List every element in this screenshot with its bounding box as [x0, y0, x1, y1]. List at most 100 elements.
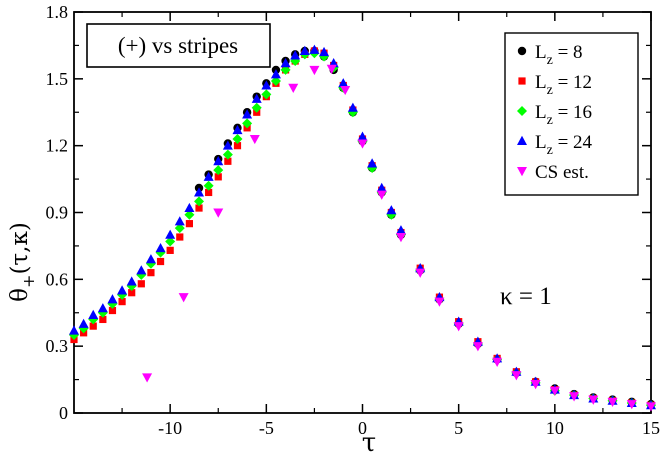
data-point — [434, 297, 445, 307]
legend-label: Lz = 12 — [535, 72, 592, 98]
data-point — [395, 233, 406, 243]
data-point — [224, 157, 232, 165]
y-axis-title-main: θ — [7, 288, 33, 302]
legend-marker — [518, 77, 526, 85]
legend-marker — [517, 167, 527, 177]
data-point — [176, 233, 184, 241]
data-point — [338, 78, 349, 88]
x-tick-label: 10 — [546, 418, 564, 438]
data-point — [117, 285, 128, 295]
y-tick-label: 0.9 — [46, 203, 69, 223]
data-point — [588, 395, 599, 405]
y-tick-label: 0.6 — [46, 269, 69, 289]
data-point — [194, 187, 205, 197]
y-tick-label: 0.3 — [46, 336, 69, 356]
legend-marker — [517, 46, 527, 56]
x-tick-label: 15 — [642, 418, 660, 438]
data-point — [156, 257, 165, 266]
data-point — [280, 64, 291, 75]
data-point — [376, 182, 387, 192]
data-point — [155, 242, 166, 253]
data-point — [251, 102, 262, 113]
data-point — [646, 402, 656, 412]
legend-marker — [517, 106, 527, 116]
legend-frame — [504, 32, 639, 196]
annotation-box-text: (+) vs stripes — [118, 33, 238, 58]
svg-text:θ+(τ,κ): θ+(τ,κ) — [7, 222, 38, 302]
y-tick-label: 0 — [59, 403, 68, 423]
data-point — [174, 223, 185, 234]
y-axis-title-sub: + — [19, 275, 38, 288]
data-point — [249, 134, 260, 145]
data-point — [511, 371, 522, 381]
data-point — [128, 289, 136, 297]
data-point — [280, 58, 291, 68]
data-point — [185, 220, 193, 228]
data-point — [214, 173, 222, 181]
data-point — [166, 246, 174, 254]
data-point — [569, 392, 580, 402]
data-point — [261, 80, 272, 90]
data-point — [145, 254, 156, 264]
data-point — [357, 131, 368, 141]
data-point — [213, 165, 224, 176]
data-point — [251, 93, 262, 103]
x-tick-label: -5 — [259, 418, 274, 438]
data-point — [222, 149, 233, 160]
data-point — [213, 208, 224, 218]
data-point — [233, 142, 242, 150]
x-tick-label: 5 — [454, 418, 463, 438]
data-point — [203, 180, 214, 191]
data-point — [232, 124, 243, 135]
data-point — [97, 303, 108, 313]
data-point — [99, 315, 107, 324]
data-point — [415, 268, 426, 278]
data-point — [340, 85, 351, 96]
data-point — [126, 276, 137, 286]
data-point — [242, 109, 253, 119]
data-point — [309, 65, 320, 76]
data-point — [194, 196, 205, 207]
y-axis-title: θ+(τ,κ) — [7, 222, 38, 302]
data-point — [288, 83, 299, 93]
data-point — [107, 294, 118, 304]
data-point — [108, 306, 117, 315]
data-point — [136, 265, 147, 275]
data-point — [376, 190, 387, 200]
legend-label: CS est. — [535, 162, 589, 183]
y-axis-title-args: (τ,κ) — [7, 222, 33, 274]
annotation-box: (+) vs stripes — [86, 23, 271, 68]
data-point — [165, 229, 176, 239]
data-point — [261, 89, 272, 100]
data-point — [178, 293, 189, 303]
data-point — [203, 171, 214, 181]
data-point — [347, 102, 358, 112]
legend-label: Lz = 16 — [535, 102, 592, 128]
x-tick-label: 0 — [358, 418, 367, 438]
data-points — [69, 44, 656, 412]
data-point — [549, 386, 560, 396]
data-point — [270, 69, 281, 79]
legend-label: Lz = 24 — [535, 132, 593, 158]
data-point — [242, 118, 253, 129]
data-point — [195, 204, 203, 212]
data-point — [174, 216, 185, 226]
data-point — [184, 202, 195, 213]
legend-items: Lz = 8 Lz = 12 Lz = 16 Lz = 24 CS est. — [517, 42, 593, 183]
data-point — [137, 280, 145, 288]
axis-ticks: -10 -5 0 5 10 15 0 0.3 0.6 0.9 1.2 1.5 1.8 — [46, 2, 661, 438]
data-point — [213, 156, 224, 166]
data-point — [530, 380, 541, 390]
data-point — [357, 139, 368, 149]
data-point — [472, 342, 483, 352]
data-point — [142, 373, 153, 383]
x-axis-title: τ — [362, 428, 376, 458]
data-point — [299, 45, 310, 55]
data-point — [607, 397, 618, 408]
data-point — [492, 357, 503, 367]
data-point — [69, 325, 79, 335]
legend: Lz = 8 Lz = 12 Lz = 16 Lz = 24 CS est. — [504, 32, 639, 196]
data-point — [309, 44, 320, 54]
y-tick-label: 1.2 — [46, 136, 69, 156]
